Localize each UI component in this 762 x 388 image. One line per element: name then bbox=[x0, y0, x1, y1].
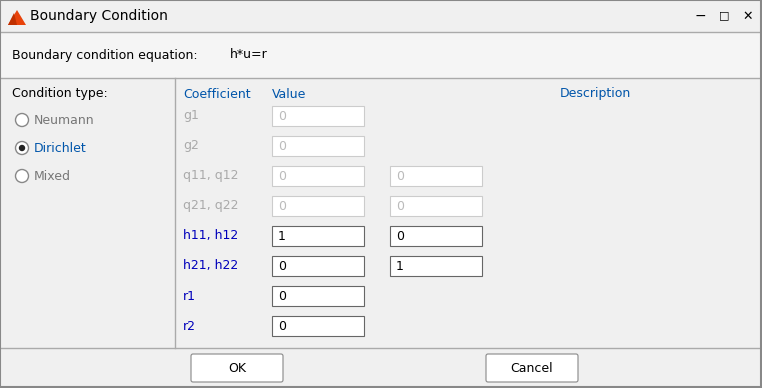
Text: h21, h22: h21, h22 bbox=[183, 260, 239, 272]
Bar bbox=[272, 106, 364, 126]
Text: 0: 0 bbox=[278, 109, 286, 123]
Text: 0: 0 bbox=[396, 199, 404, 213]
Bar bbox=[272, 286, 364, 306]
Text: Condition type:: Condition type: bbox=[12, 88, 107, 100]
Text: 0: 0 bbox=[396, 170, 404, 182]
Text: OK: OK bbox=[228, 362, 246, 374]
Text: Boundary condition equation:: Boundary condition equation: bbox=[12, 48, 197, 62]
Text: Mixed: Mixed bbox=[34, 170, 71, 182]
Circle shape bbox=[15, 114, 28, 126]
Text: g2: g2 bbox=[183, 140, 199, 152]
Text: h*u=r: h*u=r bbox=[230, 48, 267, 62]
Circle shape bbox=[15, 170, 28, 182]
Text: q21, q22: q21, q22 bbox=[183, 199, 239, 213]
Text: 0: 0 bbox=[278, 140, 286, 152]
Text: h11, h12: h11, h12 bbox=[183, 229, 239, 242]
Bar bbox=[272, 316, 364, 336]
Bar bbox=[272, 196, 364, 216]
Text: 0: 0 bbox=[278, 289, 286, 303]
Text: Value: Value bbox=[272, 88, 306, 100]
Bar bbox=[175, 78, 762, 348]
Text: r2: r2 bbox=[183, 319, 196, 333]
Text: Neumann: Neumann bbox=[34, 114, 94, 126]
Text: 0: 0 bbox=[278, 199, 286, 213]
Bar bbox=[0, 0, 762, 32]
FancyBboxPatch shape bbox=[486, 354, 578, 382]
Bar bbox=[390, 256, 482, 276]
FancyBboxPatch shape bbox=[191, 354, 283, 382]
Text: Description: Description bbox=[560, 88, 631, 100]
Text: Boundary Condition: Boundary Condition bbox=[30, 9, 168, 23]
Text: □: □ bbox=[719, 10, 729, 20]
Bar bbox=[390, 166, 482, 186]
Bar bbox=[272, 166, 364, 186]
Text: q11, q12: q11, q12 bbox=[183, 170, 239, 182]
Bar bbox=[390, 196, 482, 216]
Text: 0: 0 bbox=[396, 229, 404, 242]
Circle shape bbox=[15, 142, 28, 154]
Polygon shape bbox=[8, 13, 17, 25]
Text: 0: 0 bbox=[278, 319, 286, 333]
Bar bbox=[0, 32, 762, 78]
Circle shape bbox=[19, 145, 25, 151]
Bar bbox=[272, 256, 364, 276]
Bar bbox=[0, 78, 175, 348]
Bar bbox=[390, 226, 482, 246]
Polygon shape bbox=[8, 10, 26, 25]
Text: −: − bbox=[694, 9, 706, 23]
Bar bbox=[272, 226, 364, 246]
Text: 1: 1 bbox=[396, 260, 404, 272]
Bar bbox=[272, 136, 364, 156]
Text: 1: 1 bbox=[278, 229, 286, 242]
Text: 0: 0 bbox=[278, 170, 286, 182]
Text: Coefficient: Coefficient bbox=[183, 88, 251, 100]
Text: g1: g1 bbox=[183, 109, 199, 123]
Text: 0: 0 bbox=[278, 260, 286, 272]
Bar bbox=[0, 348, 762, 388]
Text: ✕: ✕ bbox=[743, 9, 754, 23]
Text: Dirichlet: Dirichlet bbox=[34, 142, 87, 154]
Text: r1: r1 bbox=[183, 289, 196, 303]
Text: Cancel: Cancel bbox=[511, 362, 553, 374]
